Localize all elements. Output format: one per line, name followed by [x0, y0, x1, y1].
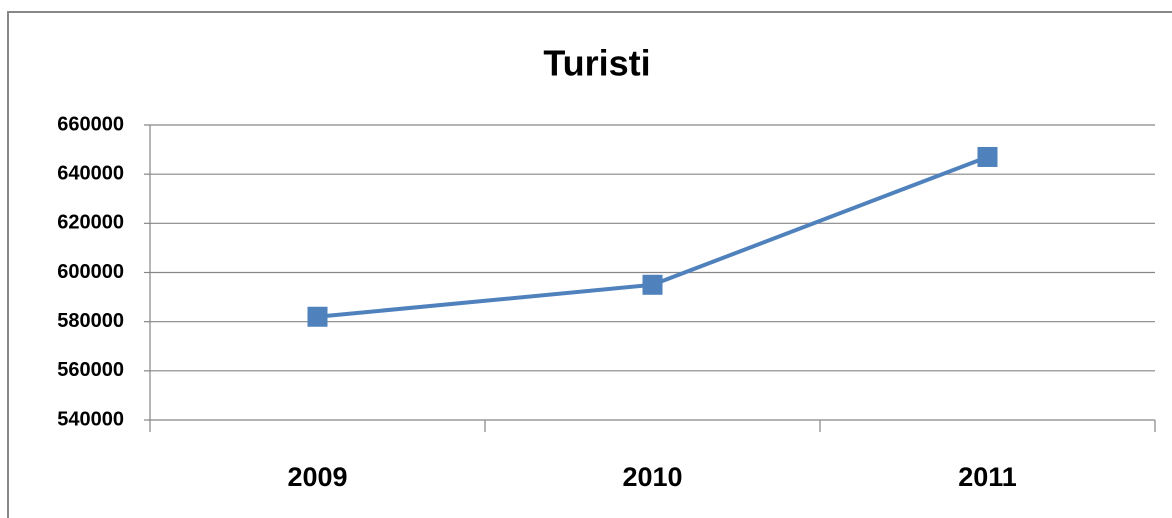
chart-border: [7, 11, 1172, 518]
y-tick-label: 620000: [57, 212, 124, 234]
marker: [977, 146, 998, 167]
y-tick-label: 640000: [57, 162, 124, 184]
chart-title: Turisti: [543, 43, 650, 84]
x-tick-label: 2009: [287, 462, 347, 492]
x-tick-label: 2011: [958, 462, 1017, 492]
y-tick-label: 600000: [57, 261, 124, 283]
y-tick-label: 580000: [57, 310, 124, 332]
y-tick-label: 560000: [57, 359, 124, 381]
y-tick-label: 660000: [57, 113, 124, 135]
marker: [642, 274, 663, 295]
x-tick-label: 2010: [622, 462, 682, 492]
y-tick-label: 540000: [57, 408, 124, 430]
marker: [307, 306, 328, 327]
